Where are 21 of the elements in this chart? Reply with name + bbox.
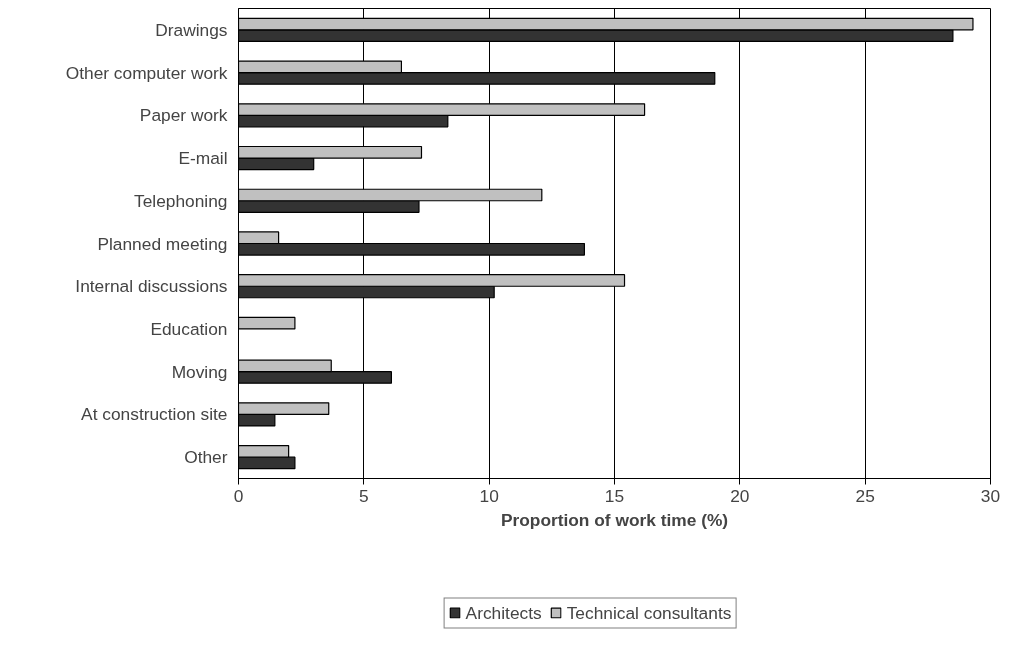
- y-tick-label: Other computer work: [65, 62, 228, 83]
- legend-label: Architects: [465, 602, 542, 624]
- x-tick-label: 0: [233, 485, 244, 506]
- x-tick-label: 30: [980, 485, 1001, 506]
- y-tick-label: Internal discussions: [75, 276, 228, 297]
- x-tick-label: 15: [604, 485, 625, 506]
- x-axis-title: Proportion of work time (%): [500, 509, 729, 530]
- x-tick-label: 10: [479, 485, 499, 506]
- y-tick-label: Other: [184, 447, 228, 468]
- x-tick-label: 5: [359, 485, 369, 506]
- y-tick-label: At construction site: [81, 404, 228, 425]
- y-tick-label: Education: [150, 318, 228, 339]
- x-tick-label: 25: [855, 485, 875, 506]
- y-tick-label: Telephoning: [134, 190, 228, 211]
- legend-label: Technical consultants: [566, 602, 732, 624]
- y-tick-label: Planned meeting: [97, 233, 228, 254]
- x-tick-label: 20: [730, 485, 750, 506]
- y-tick-label: E-mail: [178, 148, 228, 169]
- y-tick-label: Moving: [171, 361, 228, 382]
- y-tick-label: Paper work: [139, 105, 228, 126]
- y-tick-label: Drawings: [155, 19, 228, 40]
